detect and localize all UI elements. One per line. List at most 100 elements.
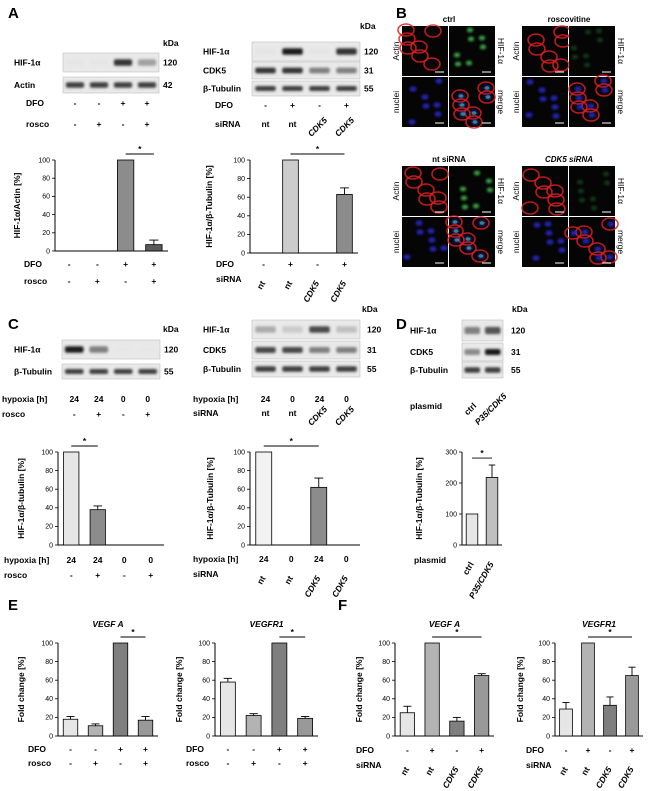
- channel-label: merge: [616, 90, 626, 114]
- condition-value: CDK5: [306, 404, 330, 428]
- bar: [255, 451, 273, 546]
- condition-value: +: [143, 758, 148, 768]
- actin-signal: [568, 82, 586, 96]
- hif1a-signal: [603, 180, 611, 186]
- kda-value: 120: [364, 47, 378, 57]
- condition-value: +: [148, 570, 153, 580]
- condition-value: 24: [93, 555, 103, 565]
- y-tick-label: 60: [202, 678, 210, 685]
- condition-value: 0: [344, 394, 349, 404]
- kda-value: 120: [164, 345, 178, 355]
- y-tick-label: 100: [378, 640, 390, 647]
- condition-value: -: [609, 745, 612, 755]
- y-tick-label: 0: [241, 250, 245, 257]
- channel-label: Actin: [391, 41, 401, 60]
- nuclei-signal: [581, 229, 589, 235]
- y-tick-label: 40: [45, 696, 53, 703]
- nuclei-signal: [409, 86, 417, 92]
- actin-signal: [564, 226, 582, 240]
- bar: [137, 719, 154, 737]
- condition-label: hypoxia [h]: [193, 554, 239, 564]
- condition-value: P35/CDK5: [473, 391, 509, 427]
- hif1a-signal: [590, 205, 598, 211]
- actin-signal: [447, 233, 465, 247]
- blot-band: [255, 85, 276, 92]
- condition-value: +: [121, 98, 126, 108]
- kda-header: kDa: [512, 304, 528, 314]
- condition-label: rosco: [28, 758, 51, 768]
- bar: [336, 194, 353, 254]
- y-tick-label: 300: [445, 449, 457, 456]
- condition-value: -: [119, 758, 122, 768]
- blot-band: [255, 67, 276, 74]
- actin-signal: [546, 184, 564, 198]
- blot-row-label: HIF-1α: [14, 58, 41, 68]
- condition-label: plasmid: [410, 401, 442, 411]
- blot-band: [336, 48, 357, 55]
- channel-label: merge: [616, 230, 626, 254]
- actin-signal: [601, 217, 619, 231]
- blot-band: [65, 59, 85, 66]
- blot-band: [282, 366, 303, 372]
- blot-band: [89, 82, 109, 88]
- channel-label: HIF-1α: [496, 178, 506, 204]
- actin-signal: [534, 176, 552, 190]
- actin-signal: [418, 192, 436, 206]
- nuclei-signal: [557, 238, 565, 244]
- chart-e-vegfr1: 0 20 40 60 80 100 Fold change [%] VEGFR1 * DFO - - +…: [174, 619, 318, 768]
- blot-strip: [62, 76, 160, 94]
- nuclei-signal: [546, 239, 554, 245]
- y-tick-label: 20: [382, 715, 390, 722]
- y-tick-label: 20: [237, 524, 245, 531]
- actin-signal: [465, 115, 483, 129]
- merge-hif1a-signal: [452, 220, 458, 224]
- y-axis-label: Fold change [%]: [16, 657, 26, 723]
- condition-value: CDK5: [306, 115, 330, 139]
- kda-header: kDa: [163, 324, 179, 334]
- hif1a-signal: [465, 60, 473, 66]
- blot-band: [464, 367, 481, 373]
- hif1a-signal: [486, 187, 494, 193]
- blot-strip: [61, 363, 161, 380]
- kda-value: 55: [364, 84, 374, 94]
- y-tick-label: 0: [46, 248, 50, 255]
- blot-band: [113, 368, 133, 375]
- kda-value: 55: [367, 364, 377, 374]
- condition-label: DFO: [186, 744, 204, 754]
- hif1a-signal: [467, 36, 475, 42]
- condition-value: -: [226, 744, 229, 754]
- blot-band: [484, 367, 501, 373]
- micrograph-tile: [522, 166, 568, 216]
- condition-label: rosco: [2, 409, 25, 419]
- blot-band: [336, 346, 357, 354]
- blot-band: [64, 346, 84, 353]
- hif1a-signal: [571, 54, 579, 60]
- bar: [145, 244, 163, 252]
- y-tick-label: 0: [241, 542, 245, 549]
- condition-value: CDK5: [328, 279, 348, 304]
- kda-value: 120: [163, 58, 177, 68]
- y-tick-label: 100: [41, 640, 53, 647]
- condition-value: nt: [282, 574, 295, 586]
- kda-header: kDa: [163, 38, 179, 48]
- bar: [474, 675, 490, 737]
- condition-value: -: [318, 100, 321, 110]
- condition-value: +: [145, 119, 150, 129]
- nuclei-signal: [435, 78, 443, 84]
- panel-label-b: B: [396, 5, 407, 22]
- condition-value: -: [264, 100, 267, 110]
- nuclei-signal: [552, 113, 560, 119]
- bar: [271, 642, 288, 737]
- blot-strip: [461, 319, 504, 342]
- condition-value: -: [74, 98, 77, 108]
- actin-signal: [582, 108, 600, 122]
- blot-band: [89, 346, 109, 353]
- blot-band: [336, 366, 357, 372]
- blot-band: [89, 368, 109, 375]
- hif1a-signal: [589, 196, 597, 202]
- condition-value: nt: [557, 765, 570, 777]
- condition-value: CDK5: [615, 765, 635, 790]
- blot-strip: [251, 340, 361, 360]
- blot-band: [309, 48, 330, 55]
- bar: [449, 720, 465, 737]
